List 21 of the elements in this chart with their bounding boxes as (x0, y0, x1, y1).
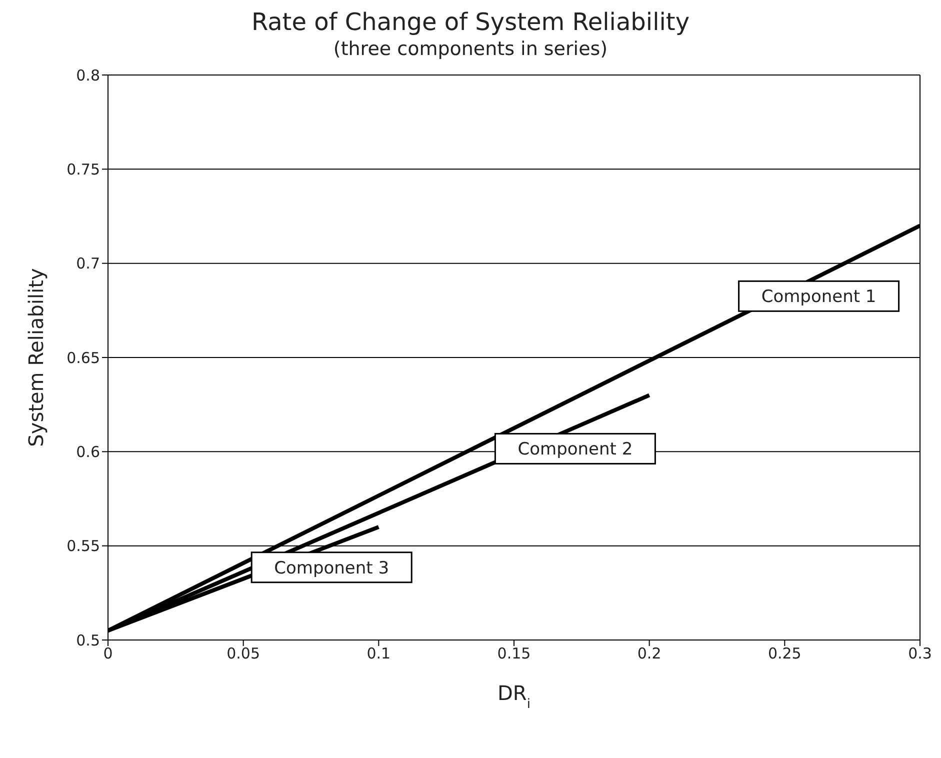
series-label: Component 2 (518, 440, 633, 460)
y-tick-label: 0.55 (66, 537, 100, 556)
y-tick-label: 0.6 (76, 442, 100, 461)
y-axis-title: System Reliability (24, 268, 48, 447)
y-tick-label: 0.8 (76, 66, 100, 84)
x-tick-label: 0.3 (908, 644, 932, 663)
y-tick-label: 0.5 (76, 631, 100, 650)
series-label: Component 3 (274, 558, 390, 578)
chart-subtitle: (three components in series) (332, 38, 609, 60)
series-label: Component 1 (761, 287, 876, 308)
x-tick-label: 0.15 (497, 644, 531, 663)
x-tick-label: 0.1 (366, 644, 391, 663)
x-tick-label: 0.2 (637, 644, 662, 663)
x-axis-title: DR$_{i}$ (498, 681, 530, 712)
y-tick-label: 0.7 (76, 254, 100, 273)
x-tick-label: 0.05 (226, 644, 260, 663)
y-tick-label: 0.75 (66, 160, 100, 178)
y-tick-label: 0.65 (66, 348, 100, 367)
chart-title: Rate of Change of System Reliability (250, 8, 691, 36)
x-tick-label: 0 (103, 644, 113, 663)
x-tick-label: 0.25 (768, 644, 802, 663)
